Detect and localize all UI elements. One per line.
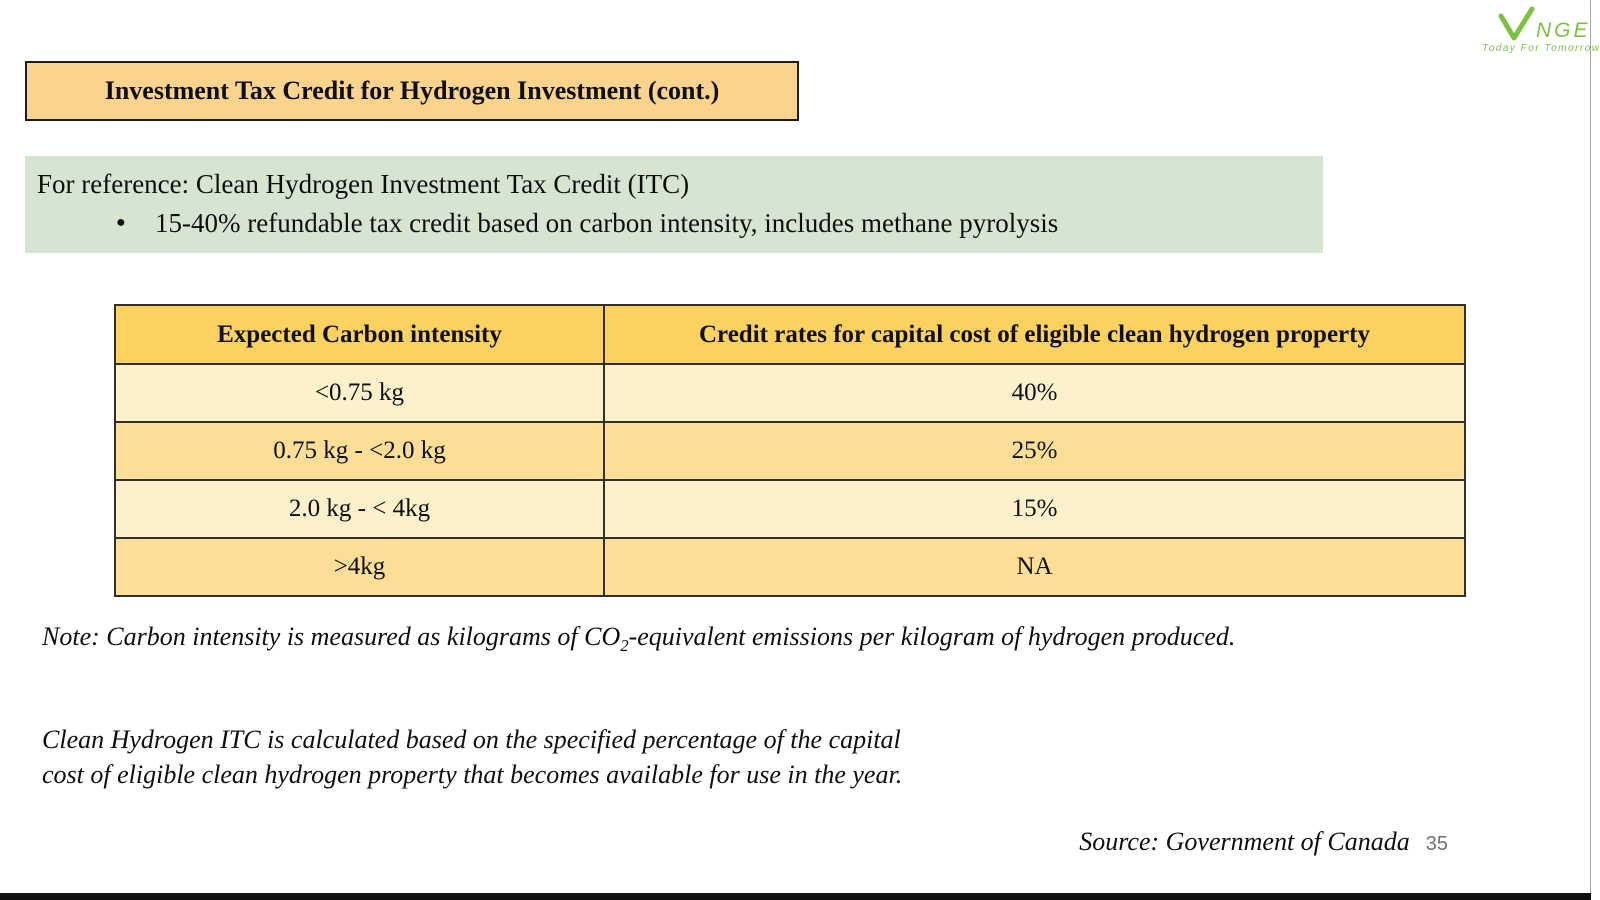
intensity-cell: <0.75 kg (114, 363, 605, 423)
body-paragraph: Clean Hydrogen ITC is calculated based o… (42, 722, 902, 792)
right-edge-divider (1590, 0, 1591, 900)
note-text: Note: Carbon intensity is measured as ki… (42, 622, 1235, 656)
table-row: <0.75 kg 40% (114, 363, 1466, 423)
page-number: 35 (1425, 833, 1448, 855)
rate-cell: 40% (603, 363, 1466, 423)
logo-brand-text: NGE (1536, 19, 1591, 42)
logo-check-icon: NGE (1498, 6, 1591, 42)
column-header-rates: Credit rates for capital cost of eligibl… (603, 304, 1466, 365)
table-row: 0.75 kg - <2.0 kg 25% (114, 421, 1466, 481)
table-header-row: Expected Carbon intensity Credit rates f… (114, 304, 1466, 365)
table-row: 2.0 kg - < 4kg 15% (114, 479, 1466, 539)
intensity-cell: >4kg (114, 537, 605, 597)
rate-cell: 25% (603, 421, 1466, 481)
reference-bullet-row: ● 15-40% refundable tax credit based on … (37, 206, 1323, 240)
reference-box: For reference: Clean Hydrogen Investment… (25, 156, 1323, 253)
vnge-logo: NGE Today For Tomorrow (1482, 6, 1600, 54)
credit-rates-table: Expected Carbon intensity Credit rates f… (114, 304, 1466, 597)
source-text: Source: Government of Canada (1079, 827, 1410, 856)
slide-title-box: Investment Tax Credit for Hydrogen Inves… (25, 61, 799, 121)
reference-bullet-text: 15-40% refundable tax credit based on ca… (155, 208, 1059, 238)
rate-cell: 15% (603, 479, 1466, 539)
bottom-bar (0, 893, 1591, 900)
intensity-cell: 2.0 kg - < 4kg (114, 479, 605, 539)
body-paragraph-line1: Clean Hydrogen ITC is calculated based o… (42, 725, 901, 754)
note-prefix: Note: Carbon intensity is measured as ki… (42, 622, 621, 651)
footer-row: Source: Government of Canada 35 (1079, 827, 1448, 857)
reference-heading: For reference: Clean Hydrogen Investment… (37, 169, 690, 199)
co2-subscript: 2 (620, 636, 629, 656)
bullet-dot-icon: ● (116, 214, 126, 231)
logo-tagline: Today For Tomorrow (1482, 43, 1600, 54)
note-suffix: -equivalent emissions per kilogram of hy… (628, 622, 1236, 651)
table-row: >4kg NA (114, 537, 1466, 597)
body-paragraph-line2: cost of eligible clean hydrogen property… (42, 760, 903, 789)
column-header-intensity: Expected Carbon intensity (114, 304, 605, 365)
slide-title: Investment Tax Credit for Hydrogen Inves… (104, 76, 720, 105)
rate-cell: NA (603, 537, 1466, 597)
intensity-cell: 0.75 kg - <2.0 kg (114, 421, 605, 481)
